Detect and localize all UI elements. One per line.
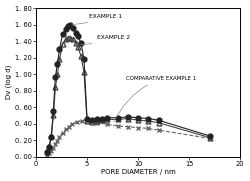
Y-axis label: Dv (log d): Dv (log d): [6, 65, 12, 100]
Text: EXAMPLE 1: EXAMPLE 1: [72, 14, 122, 24]
Text: EXAMPLE 2: EXAMPLE 2: [81, 35, 130, 44]
X-axis label: PORE DIAMETER / nm: PORE DIAMETER / nm: [101, 169, 176, 175]
Text: COMPARATIVE EXAMPLE 1: COMPARATIVE EXAMPLE 1: [114, 76, 196, 122]
